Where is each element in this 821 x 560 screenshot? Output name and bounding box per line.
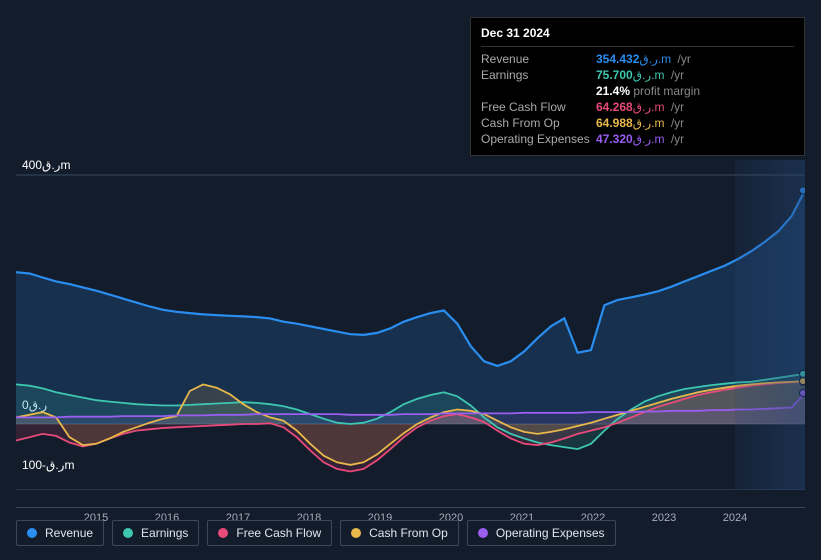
tooltip-row: Earnings75.700ر.ق.m /yr <box>481 67 794 83</box>
tooltip-row: Operating Expenses47.320ر.ق.m /yr <box>481 131 794 147</box>
legend: Revenue Earnings Free Cash Flow Cash From O… <box>16 520 616 546</box>
tooltip-row: Cash From Op64.988ر.ق.m /yr <box>481 115 794 131</box>
tooltip-value: 75.700ر.ق.m /yr <box>596 68 684 82</box>
x-axis: 2015201620172018201920202021202220232024 <box>16 507 805 508</box>
chart-svg <box>16 160 805 490</box>
legend-label: Free Cash Flow <box>236 526 321 540</box>
legend-label: Operating Expenses <box>496 526 605 540</box>
tooltip-row: Revenue354.432ر.ق.m /yr <box>481 51 794 67</box>
legend-swatch <box>218 528 228 538</box>
tooltip-subtext: 21.4% profit margin <box>596 84 700 98</box>
legend-swatch <box>123 528 133 538</box>
tooltip-panel: Dec 31 2024 Revenue354.432ر.ق.m /yrEarni… <box>470 17 805 156</box>
legend-swatch <box>351 528 361 538</box>
legend-item-cash-from-op[interactable]: Cash From Op <box>340 520 459 546</box>
tooltip-value: 47.320ر.ق.m /yr <box>596 132 684 146</box>
tooltip-row: Free Cash Flow64.268ر.ق.m /yr <box>481 99 794 115</box>
legend-item-earnings[interactable]: Earnings <box>112 520 199 546</box>
tooltip-label: Free Cash Flow <box>481 100 596 114</box>
tooltip-value: 354.432ر.ق.m /yr <box>596 52 691 66</box>
tooltip-rows: Revenue354.432ر.ق.m /yrEarnings75.700ر.ق… <box>481 51 794 147</box>
legend-label: Cash From Op <box>369 526 448 540</box>
legend-label: Earnings <box>141 526 188 540</box>
tooltip-value: 64.988ر.ق.m /yr <box>596 116 684 130</box>
x-axis-tick: 2024 <box>723 512 747 524</box>
tooltip-row: 21.4% profit margin <box>481 83 794 99</box>
legend-label: Revenue <box>45 526 93 540</box>
tooltip-value: 64.268ر.ق.m /yr <box>596 100 684 114</box>
tooltip-label: Operating Expenses <box>481 132 596 146</box>
legend-item-operating-expenses[interactable]: Operating Expenses <box>467 520 616 546</box>
tooltip-label: Earnings <box>481 68 596 82</box>
chart-area[interactable] <box>16 160 805 490</box>
tooltip-label: Cash From Op <box>481 116 596 130</box>
legend-swatch <box>478 528 488 538</box>
legend-swatch <box>27 528 37 538</box>
x-axis-tick: 2023 <box>652 512 676 524</box>
legend-item-revenue[interactable]: Revenue <box>16 520 104 546</box>
tooltip-label: Revenue <box>481 52 596 66</box>
legend-item-free-cash-flow[interactable]: Free Cash Flow <box>207 520 332 546</box>
tooltip-date: Dec 31 2024 <box>481 26 794 47</box>
tooltip-label <box>481 84 596 98</box>
